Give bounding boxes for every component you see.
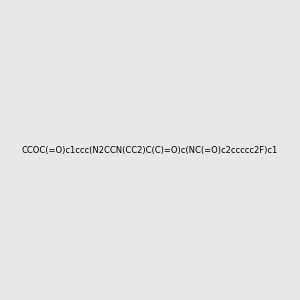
Text: CCOC(=O)c1ccc(N2CCN(CC2)C(C)=O)c(NC(=O)c2ccccc2F)c1: CCOC(=O)c1ccc(N2CCN(CC2)C(C)=O)c(NC(=O)c… bbox=[22, 146, 278, 154]
